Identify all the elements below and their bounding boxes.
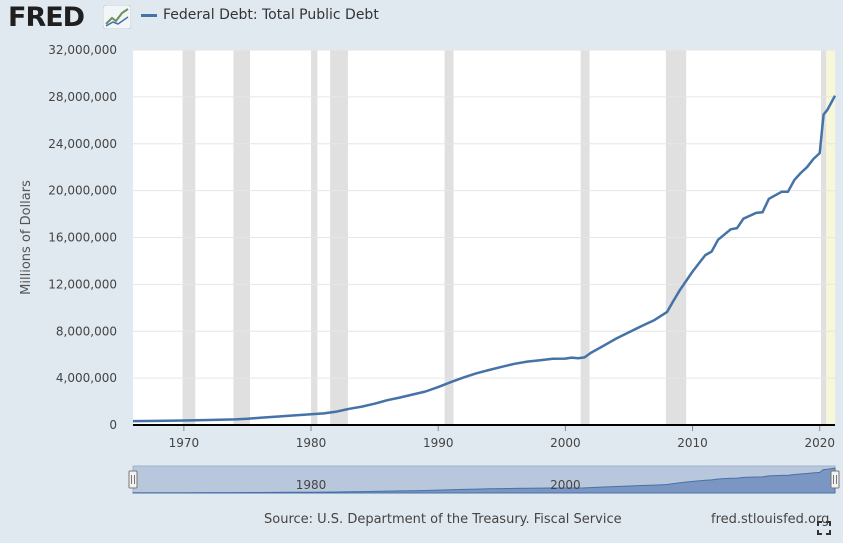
source-text: Source: U.S. Department of the Treasury.… [264,512,622,527]
fullscreen-icon[interactable] [817,521,831,535]
navigator-right-handle[interactable] [830,470,840,489]
y-axis-ticks: 0 4,000,000 8,000,000 12,000,000 16,000,000 2… [48,43,117,432]
series-line-total-public-debt[interactable] [132,95,837,423]
y-axis-label: Millions of Dollars [19,180,34,295]
navigator-tick-label: 1980 [296,478,327,492]
x-tick-label: 1970 [169,436,200,450]
fred-url-link[interactable]: fred.stlouisfed.org [711,512,830,527]
y-tick-label: 16,000,000 [48,231,117,245]
legend[interactable]: Federal Debt: Total Public Debt [141,7,379,23]
legend-label: Federal Debt: Total Public Debt [163,7,379,23]
x-tick-label: 1990 [423,436,454,450]
navigator-tick-label: 2000 [550,478,581,492]
x-tick-label: 2010 [677,436,708,450]
y-tick-label: 12,000,000 [48,277,117,291]
x-tick-label: 2000 [550,436,581,450]
navigator-left-handle[interactable] [128,470,138,489]
fred-logo[interactable]: FRED [8,2,85,33]
x-axis-ticks: 1970 1980 1990 2000 2010 2020 [169,425,835,450]
chart-line-icon [103,5,131,29]
chart-area[interactable]: 0 4,000,000 8,000,000 12,000,000 16,000,000 2… [0,0,843,505]
x-tick-label: 1980 [296,436,327,450]
y-tick-label: 20,000,000 [48,184,117,198]
y-gridlines [133,49,835,379]
y-tick-label: 32,000,000 [48,43,117,57]
y-tick-label: 4,000,000 [56,371,117,385]
y-tick-label: 28,000,000 [48,90,117,104]
y-tick-label: 8,000,000 [56,324,117,338]
x-tick-label: 2020 [804,436,835,450]
y-tick-label: 24,000,000 [48,137,117,151]
legend-swatch [141,13,157,17]
y-tick-label: 0 [109,418,117,432]
navigator-series [132,467,836,494]
chart-header: FRED Federal Debt: Total Public Debt [0,0,843,36]
range-navigator[interactable]: 1980 2000 [128,465,840,494]
